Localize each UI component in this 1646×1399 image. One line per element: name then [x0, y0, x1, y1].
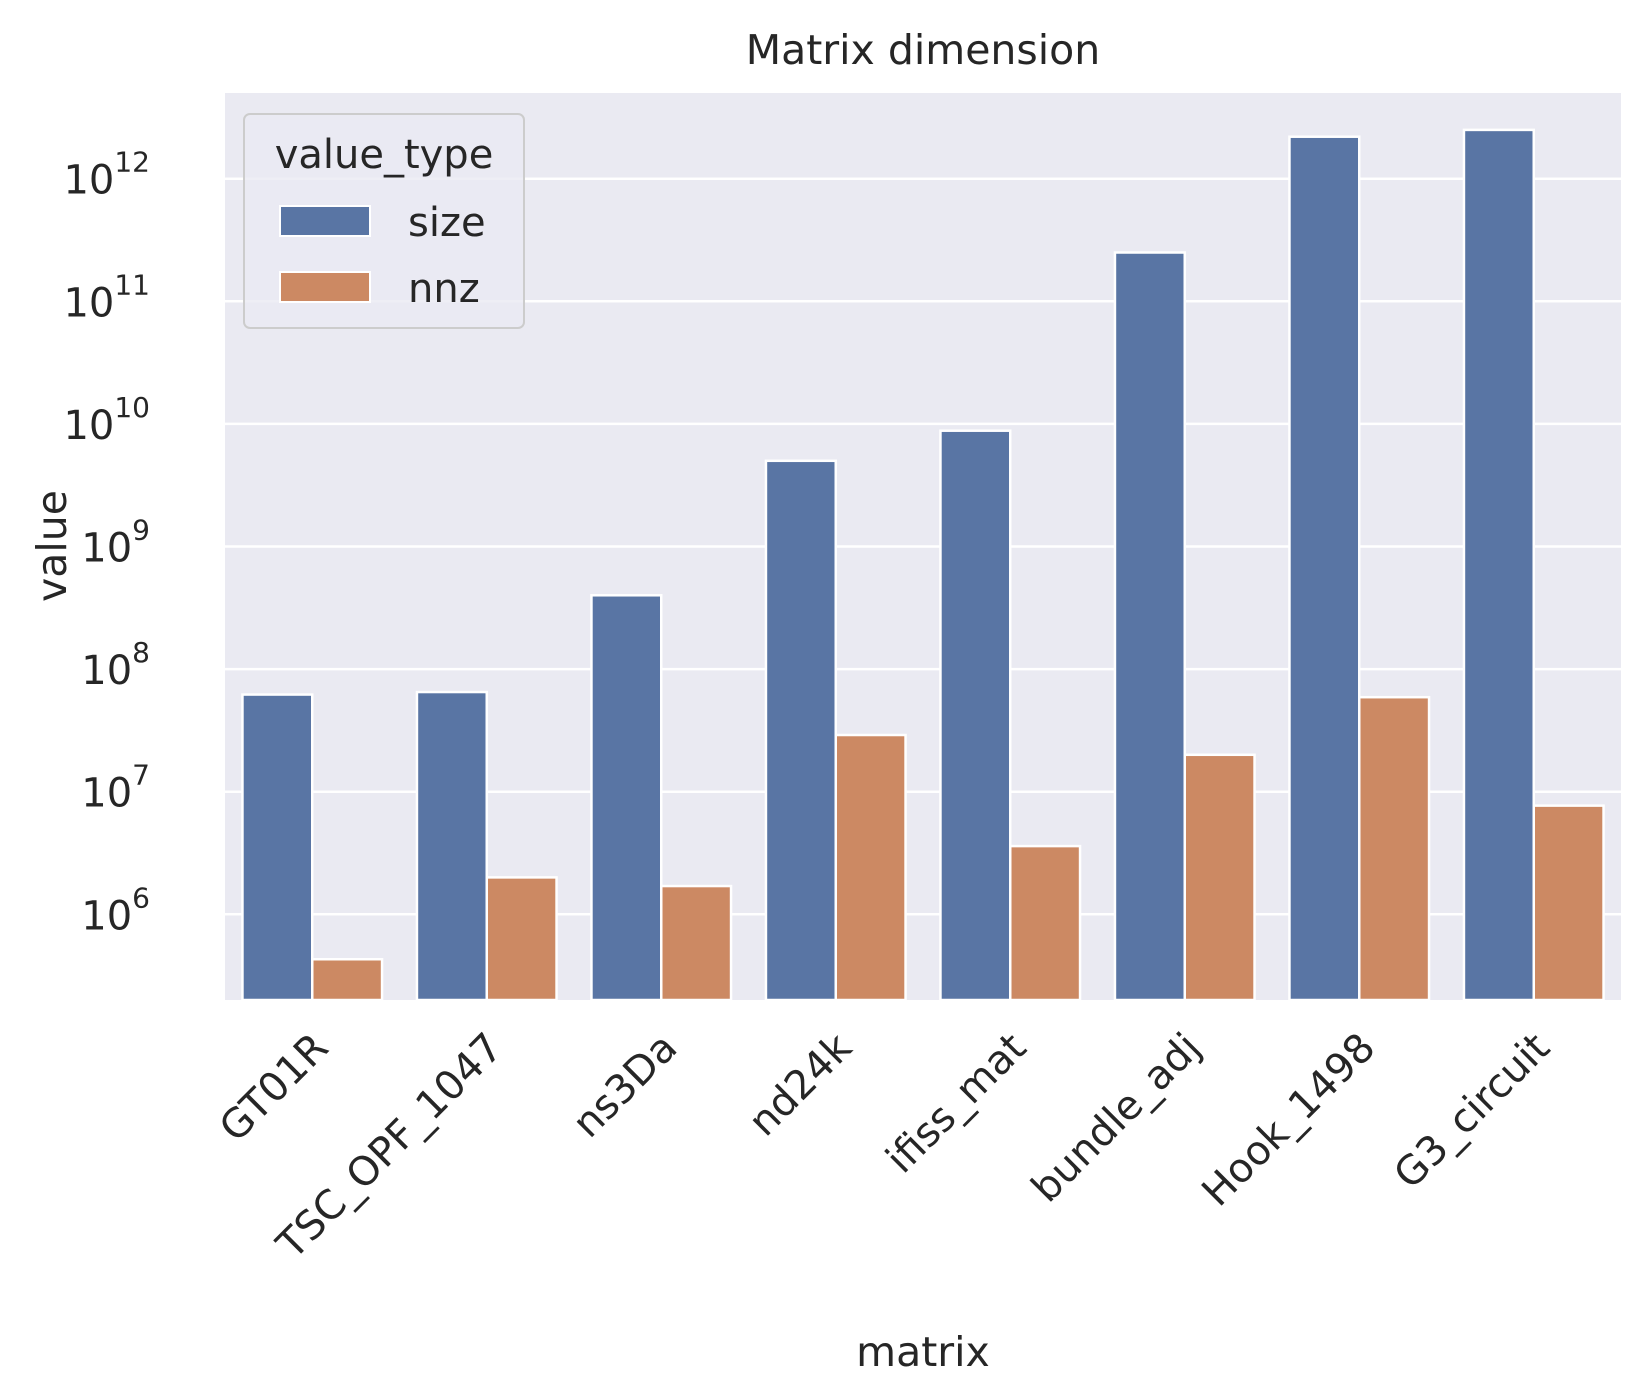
y-tick-label: 108 — [81, 636, 150, 694]
x-tick-label: GT01R — [211, 1025, 337, 1151]
y-tick-label: 107 — [81, 759, 150, 817]
bar-nnz-GT01R — [311, 957, 384, 1002]
legend-swatch-size — [279, 205, 371, 237]
y-tick-label: 1010 — [63, 391, 150, 449]
x-tick-label: bundle_adj — [1023, 1025, 1210, 1212]
bar-size-TSC_OPF_1047 — [415, 690, 489, 1002]
bar-nnz-bundle_adj — [1183, 753, 1256, 1002]
x-tick-label: G3_circuit — [1385, 1025, 1558, 1198]
y-tick-label: 109 — [81, 514, 150, 572]
bar-nnz-G3_circuit — [1532, 804, 1605, 1002]
bar-nnz-TSC_OPF_1047 — [485, 876, 558, 1002]
y-tick-label: 1012 — [63, 146, 150, 204]
bar-size-Hook_1498 — [1288, 135, 1361, 1002]
bar-size-ns3Da — [590, 594, 663, 1002]
x-tick-label: nd24k — [740, 1024, 861, 1145]
legend-swatch-nnz — [279, 271, 371, 303]
y-tick-label: 1011 — [63, 268, 150, 326]
x-tick-label: ns3Da — [564, 1025, 686, 1147]
bar-nnz-nd24k — [834, 733, 907, 1002]
bar-size-bundle_adj — [1113, 251, 1186, 1002]
x-axis-label: matrix — [856, 1328, 990, 1376]
bar-nnz-Hook_1498 — [1358, 695, 1431, 1002]
bar-size-GT01R — [241, 693, 314, 1002]
bars — [241, 128, 1605, 1002]
legend-title: value_type — [275, 132, 494, 178]
bar-nnz-ns3Da — [660, 884, 733, 1002]
bar-size-G3_circuit — [1462, 128, 1535, 1002]
legend-label-nnz: nnz — [408, 266, 480, 312]
legend: value_type size nnz — [243, 113, 525, 329]
x-tick-label: Hook_1498 — [1193, 1025, 1384, 1216]
y-tick-labels: 106 107 108 109 1010 1011 1012 — [63, 146, 150, 940]
x-tick-label: ifiss_mat — [878, 1025, 1036, 1183]
bar-size-ifiss_mat — [939, 429, 1012, 1002]
bar-nnz-ifiss_mat — [1009, 844, 1082, 1002]
chart-title: Matrix dimension — [746, 26, 1101, 74]
y-tick-label: 106 — [81, 881, 150, 939]
bar-size-nd24k — [764, 459, 838, 1002]
y-axis-label: value — [28, 490, 76, 602]
legend-label-size: size — [408, 200, 486, 246]
